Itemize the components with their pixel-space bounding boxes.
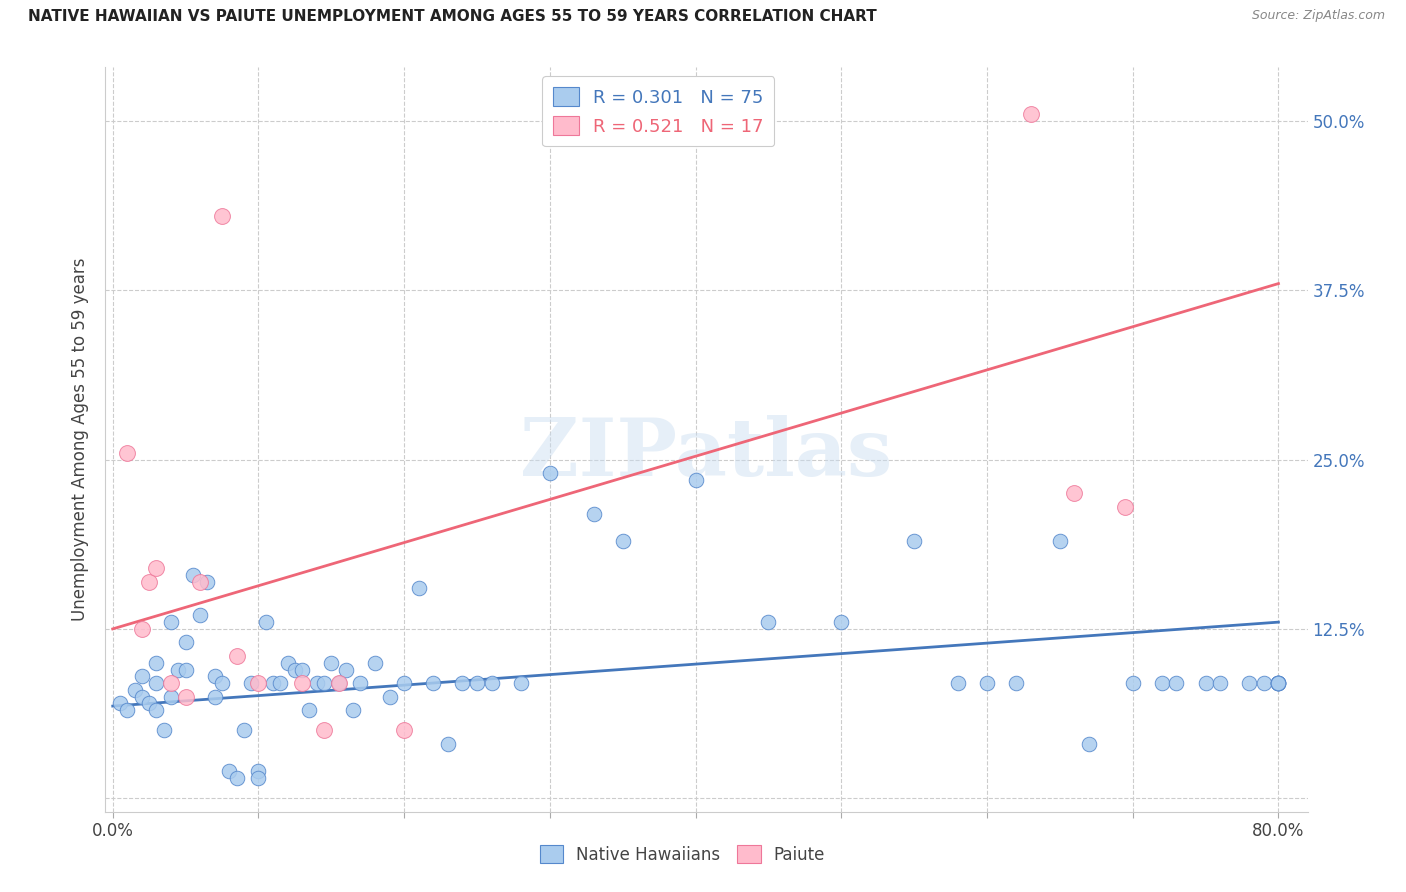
Point [145,676,167,690]
Point [328,676,350,690]
Point [312,723,335,738]
Point [1150,676,1173,690]
Point [108,697,131,711]
Point [131,690,153,704]
Point [364,656,387,670]
Point [437,737,460,751]
Point [392,676,415,690]
Point [284,663,307,677]
Point [131,622,153,636]
Point [197,574,219,589]
Point [262,676,284,690]
Point [225,771,247,785]
Point [225,648,247,663]
Text: ZIPatlas: ZIPatlas [520,415,893,493]
Point [1114,500,1136,514]
Point [298,703,321,717]
Point [174,663,197,677]
Point [152,723,174,738]
Point [1209,676,1232,690]
Point [160,676,183,690]
Point [1078,737,1101,751]
Point [138,574,160,589]
Point [538,466,561,480]
Point [481,676,503,690]
Point [167,663,190,677]
Point [218,764,240,778]
Point [946,676,969,690]
Point [321,656,343,670]
Point [254,615,277,629]
Point [1049,533,1071,548]
Point [211,209,233,223]
Point [349,676,371,690]
Point [188,574,211,589]
Point [145,656,167,670]
Point [335,663,357,677]
Point [160,690,183,704]
Point [174,690,197,704]
Point [1122,676,1144,690]
Point [1267,676,1289,690]
Point [1063,486,1085,500]
Point [131,669,153,683]
Point [758,615,780,629]
Point [211,676,233,690]
Point [247,676,270,690]
Point [976,676,998,690]
Text: NATIVE HAWAIIAN VS PAIUTE UNEMPLOYMENT AMONG AGES 55 TO 59 YEARS CORRELATION CHA: NATIVE HAWAIIAN VS PAIUTE UNEMPLOYMENT A… [28,9,877,24]
Point [342,703,364,717]
Point [291,663,314,677]
Text: Source: ZipAtlas.com: Source: ZipAtlas.com [1251,9,1385,22]
Point [830,615,852,629]
Point [1267,676,1289,690]
Point [204,669,226,683]
Point [174,635,197,649]
Point [378,690,401,704]
Point [117,703,139,717]
Point [685,473,707,487]
Point [1267,676,1289,690]
Point [145,561,167,575]
Point [160,615,183,629]
Point [204,690,226,704]
Point [247,764,270,778]
Point [1194,676,1216,690]
Point [117,446,139,460]
Point [903,533,925,548]
Y-axis label: Unemployment Among Ages 55 to 59 years: Unemployment Among Ages 55 to 59 years [72,258,90,621]
Point [1267,676,1289,690]
Point [291,676,314,690]
Point [240,676,263,690]
Point [1166,676,1188,690]
Legend: Native Hawaiians, Paiute: Native Hawaiians, Paiute [533,838,832,871]
Point [509,676,531,690]
Point [451,676,474,690]
Point [232,723,254,738]
Point [188,608,211,623]
Point [408,582,430,596]
Point [422,676,444,690]
Point [1253,676,1275,690]
Point [1005,676,1028,690]
Point [138,697,160,711]
Point [465,676,488,690]
Point [1239,676,1261,690]
Point [312,676,335,690]
Point [145,703,167,717]
Point [328,676,350,690]
Point [247,771,270,785]
Point [269,676,291,690]
Point [305,676,328,690]
Point [392,723,415,738]
Point [277,656,299,670]
Point [612,533,634,548]
Point [582,507,605,521]
Point [124,682,146,697]
Point [1019,107,1042,121]
Point [181,567,204,582]
Point [1267,676,1289,690]
